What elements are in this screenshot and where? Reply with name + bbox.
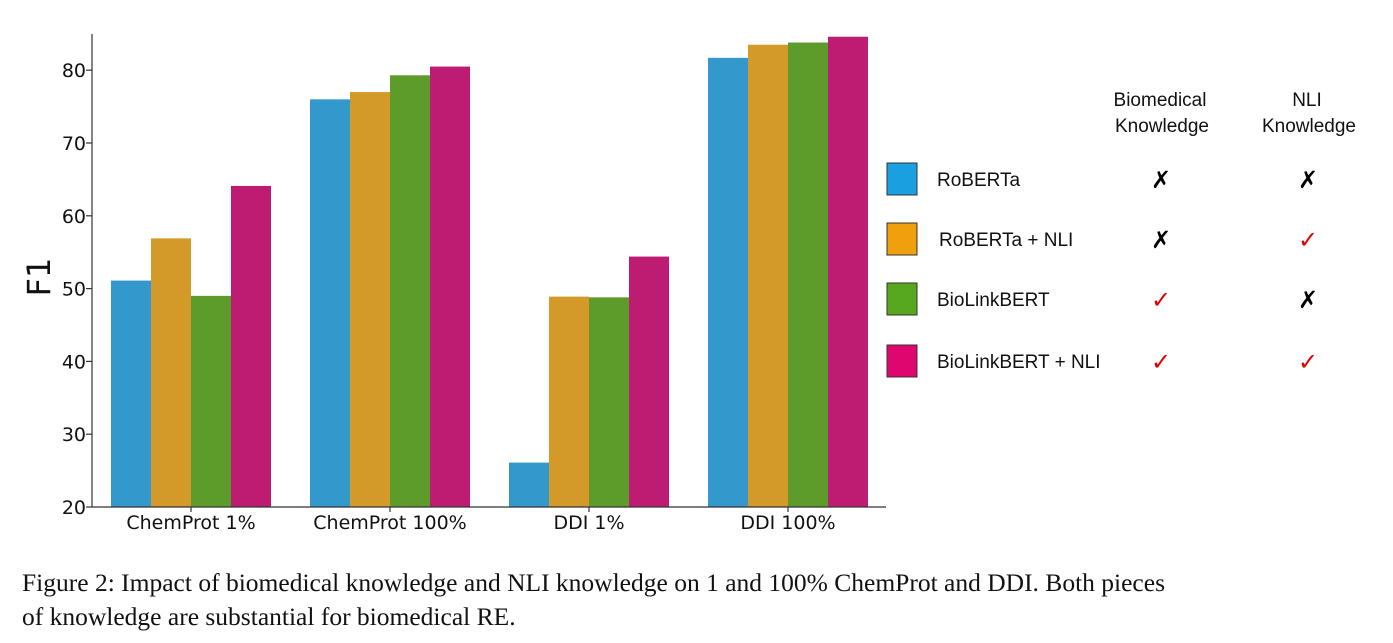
legend-swatch [886,162,918,196]
bar [549,296,589,507]
bar [151,238,191,508]
legend-label: RoBERTa + NLI [939,230,1073,251]
checkmark-icon-biomedical: ✓ [1151,286,1171,314]
cross-icon-nli: ✗ [1298,166,1318,194]
legend-header-biomedical-line2: Knowledge [1115,116,1209,137]
caption-line-2: of knowledge are substantial for biomedi… [22,602,516,631]
legend-header-nli-line1: NLI [1292,90,1322,111]
x-tick-label: ChemProt 1% [126,512,255,534]
x-tick-label: ChemProt 100% [313,512,466,534]
legend-label: BioLinkBERT + NLI [937,352,1101,373]
bar [589,297,629,507]
bar-chart: 20 30 40 50 60 70 80 ChemProt 1% ChemProt 100% D… [20,34,1356,534]
bar [828,36,868,507]
x-ticks-group: ChemProt 1% ChemProt 100% DDI 1% DDI 100% [126,507,836,534]
bar [788,42,828,507]
bar [509,462,549,507]
bar [231,185,271,507]
y-tick-label: 80 [62,60,86,82]
y-ticks-group: 20 30 40 50 60 70 80 [62,60,92,519]
bar [111,280,151,507]
bar [390,75,430,508]
legend-swatch [886,344,918,378]
axes-group [91,34,886,508]
bar [748,44,788,507]
checkmark-icon-nli: ✓ [1298,348,1318,376]
bar [191,295,231,507]
figure-caption: Figure 2: Impact of biomedical knowledge… [22,566,1382,634]
legend-label: RoBERTa [937,170,1021,191]
checkmark-icon-biomedical: ✓ [1151,348,1171,376]
bar [350,92,390,507]
y-tick-label: 40 [62,351,86,373]
y-tick-label: 70 [62,133,86,155]
legend-swatch [886,222,918,256]
bar [430,66,470,507]
x-tick-label: DDI 1% [553,512,624,534]
legend-header-biomedical-line1: Biomedical [1114,90,1207,111]
legend-swatch [886,282,918,316]
bar [310,99,350,507]
legend: Biomedical Knowledge NLI Knowledge RoBER… [886,90,1356,378]
x-tick-label: DDI 100% [740,512,835,534]
y-tick-label: 30 [62,424,86,446]
cross-icon-biomedical: ✗ [1151,226,1171,254]
y-tick-label: 60 [62,206,86,228]
legend-label: BioLinkBERT [937,290,1050,311]
legend-rows: RoBERTa ✗ ✗ RoBERTa + NLI ✗ ✓ BioLinkBERT ✓ ✗ Bio… [886,162,1318,378]
checkmark-icon-nli: ✓ [1298,226,1318,254]
cross-icon-biomedical: ✗ [1151,166,1171,194]
caption-line-1: Figure 2: Impact of biomedical knowledge… [22,568,1165,597]
bar [708,57,748,507]
legend-header-nli-line2: Knowledge [1262,116,1356,137]
y-tick-label: 50 [62,279,86,301]
bar [629,256,669,507]
bars-group [111,36,868,508]
y-tick-label: 20 [62,497,86,519]
cross-icon-nli: ✗ [1298,286,1318,314]
y-axis-title: F1 [20,258,58,297]
